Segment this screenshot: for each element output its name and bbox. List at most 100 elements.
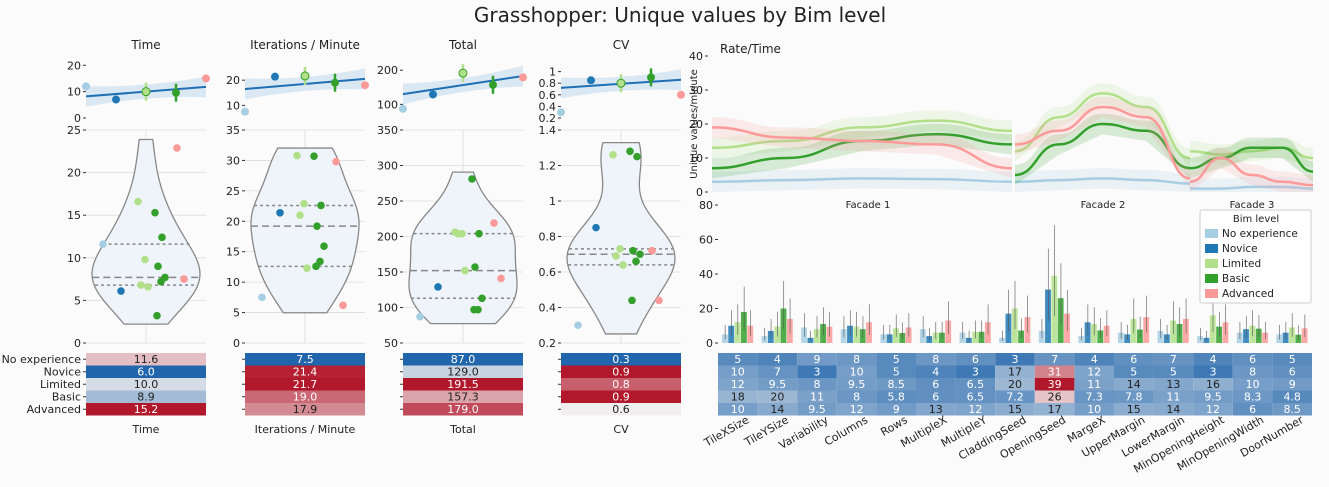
table-cell [1193, 353, 1233, 366]
table-value: 16 [1206, 378, 1220, 391]
table-cell [718, 403, 758, 416]
heat-cell [86, 403, 206, 416]
panel-xlabel: CV [613, 423, 629, 436]
regression-point [677, 90, 685, 99]
table-value: 9.5 [1204, 391, 1222, 404]
rate-line-basic [1014, 122, 1191, 177]
legend: Bim level No experience Novice Limited Basic… [1199, 209, 1312, 304]
table-cell [1074, 378, 1114, 391]
strip-point-limited [619, 261, 627, 269]
violin-body [250, 147, 360, 314]
y-tick-label: 0.6 [539, 266, 557, 279]
strip-point-no-experience [258, 293, 266, 302]
strip-point-limited [454, 229, 462, 238]
top-tick-label: 10 [67, 86, 81, 99]
table-cell [995, 353, 1035, 366]
table-cell [1272, 365, 1312, 378]
regression-point [399, 104, 407, 113]
y-tick-label: 50 [384, 337, 398, 350]
legend-swatch [1205, 274, 1218, 283]
table-value: 13 [1166, 378, 1180, 391]
table-value: 8.5 [1283, 403, 1301, 416]
table-cell [1114, 390, 1154, 403]
strip-point-limited [609, 151, 617, 159]
bar-y-tick-label: 20 [699, 303, 713, 316]
rate-line-no-experience [711, 177, 1013, 184]
rate-band-limited [1015, 83, 1190, 169]
legend-label: Advanced [1222, 288, 1274, 300]
segment-label: Facade 2 [1081, 200, 1126, 211]
table-cell [1272, 353, 1312, 366]
table-cell [1114, 353, 1154, 366]
y-tick-label: 200 [377, 231, 398, 244]
table-cell [1232, 378, 1273, 391]
rate-band-limited [712, 110, 1012, 158]
strip-point-basic [636, 250, 644, 259]
heat-value: 0.8 [612, 378, 630, 391]
rate-y-tick-label: 20 [689, 118, 703, 131]
y-tick-label: 5 [233, 307, 240, 320]
strip-point-basic [468, 175, 476, 183]
strip-point-no-experience [416, 312, 424, 321]
strip-point-basic [151, 208, 159, 217]
table-cell [1034, 390, 1075, 403]
table-cell [916, 365, 956, 378]
heat-cell [403, 378, 523, 391]
table-value: 8 [932, 353, 939, 366]
table-value: 7 [1170, 353, 1177, 366]
heat-cell [561, 403, 681, 416]
rate-band-advanced [712, 117, 1012, 179]
y-tick-label: 100 [377, 302, 398, 315]
panel-xlabel: Time [132, 423, 160, 436]
y-tick-label: 35 [226, 124, 240, 137]
bar-y-tick-label: 40 [699, 268, 713, 281]
rate-y-tick-label: 0 [696, 186, 703, 199]
table-value: 6 [932, 378, 939, 391]
table-value: 8.5 [887, 378, 905, 391]
regression-point [202, 74, 210, 83]
table-value: 12 [968, 403, 982, 416]
table-cell [1272, 378, 1312, 391]
strip-point-advanced [490, 219, 498, 227]
heat-cell [561, 378, 681, 391]
table-cell [876, 353, 916, 366]
heat-value: 7.5 [296, 353, 314, 366]
y-tick-label: 0.8 [539, 231, 557, 244]
rate-y-tick-label: 40 [689, 50, 703, 63]
table-value: 6 [1249, 353, 1256, 366]
top-tick-label: 0.6 [539, 89, 557, 102]
regression-point [647, 73, 655, 82]
table-cell [1272, 390, 1312, 403]
rate-band-limited [1190, 137, 1313, 169]
table-value: 8.3 [1244, 391, 1262, 404]
strip-point-basic [317, 201, 325, 210]
heat-value: 17.9 [293, 403, 318, 416]
table-cell [718, 353, 758, 366]
table-cell [1034, 365, 1075, 378]
table-value: 11 [1087, 378, 1101, 391]
heat-cell [86, 353, 206, 366]
heat-value: 21.7 [293, 378, 318, 391]
top-tick-label: 0 [74, 112, 81, 125]
rate-line-basic [1189, 146, 1314, 173]
top-tick-label: 0.4 [539, 100, 557, 113]
table-value: 18 [731, 391, 745, 404]
table-cell [718, 390, 758, 403]
table-value: 9 [893, 403, 900, 416]
table-value: 3 [814, 366, 821, 379]
table-cell [1232, 365, 1273, 378]
table-cell [876, 378, 916, 391]
strip-point-limited [461, 266, 469, 275]
table-cell [757, 365, 798, 378]
table-value: 7.3 [1085, 391, 1103, 404]
top-tick-label: 20 [226, 74, 240, 87]
heat-cell [245, 365, 365, 378]
rate-line-no-experience [1014, 177, 1191, 185]
table-cell [955, 403, 996, 416]
regression-point [489, 80, 497, 89]
strip-point-limited [612, 252, 620, 260]
strip-point-basic [154, 262, 162, 271]
table-value: 10 [1246, 378, 1260, 391]
table-cell [836, 390, 877, 403]
